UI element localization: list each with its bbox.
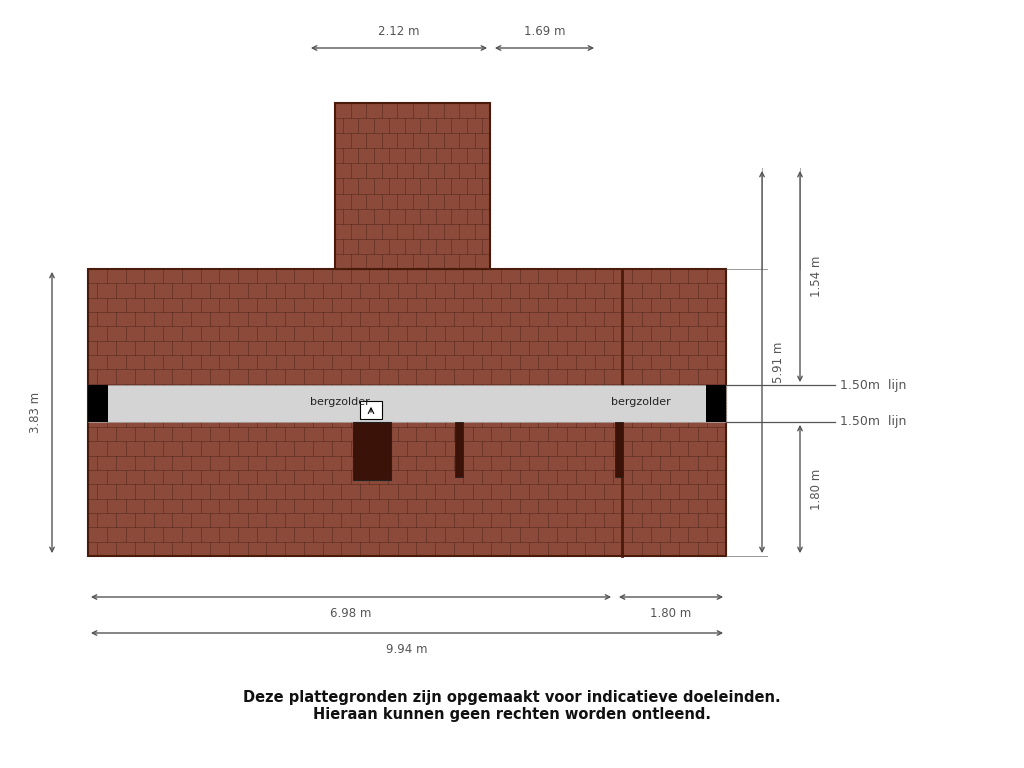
Text: 1.80 m: 1.80 m bbox=[650, 607, 691, 620]
Bar bbox=[88, 385, 108, 422]
Text: Deze plattegronden zijn opgemaakt voor indicatieve doeleinden.
Hieraan kunnen ge: Deze plattegronden zijn opgemaakt voor i… bbox=[243, 690, 781, 723]
Text: 3.83 m: 3.83 m bbox=[29, 392, 42, 433]
Bar bbox=[353, 422, 391, 480]
Text: 2.12 m: 2.12 m bbox=[378, 25, 420, 38]
Bar bbox=[335, 103, 490, 269]
Text: 1.50m  lijn: 1.50m lijn bbox=[840, 379, 906, 392]
Bar bbox=[360, 401, 382, 419]
Bar bbox=[88, 269, 726, 556]
Text: 1.69 m: 1.69 m bbox=[523, 25, 565, 38]
Bar bbox=[615, 422, 623, 477]
Text: 1.54 m: 1.54 m bbox=[810, 256, 823, 297]
Bar bbox=[88, 385, 726, 422]
Text: 6.98 m: 6.98 m bbox=[331, 607, 372, 620]
Text: 1.50m  lijn: 1.50m lijn bbox=[840, 415, 906, 429]
Bar bbox=[455, 422, 463, 477]
Text: bergzolder: bergzolder bbox=[611, 397, 671, 407]
Text: bergzolder: bergzolder bbox=[310, 397, 370, 407]
Text: 9.94 m: 9.94 m bbox=[386, 643, 428, 656]
Bar bbox=[706, 385, 726, 422]
Text: 1.80 m: 1.80 m bbox=[810, 468, 823, 510]
Text: 5.91 m: 5.91 m bbox=[772, 341, 785, 382]
